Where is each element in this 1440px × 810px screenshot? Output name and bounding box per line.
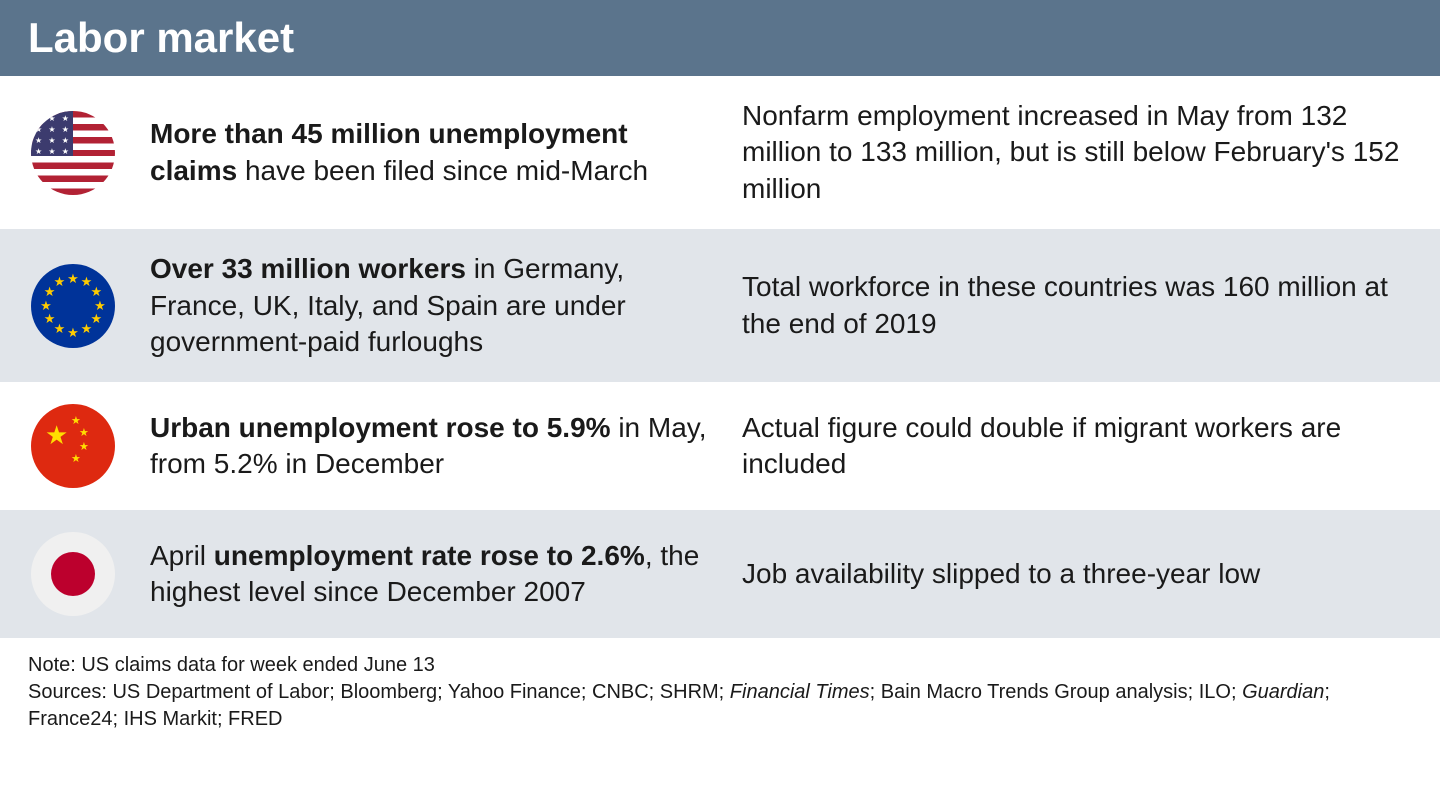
row-secondary-text: Nonfarm employment increased in May from…: [742, 98, 1412, 207]
china-flag-icon: ★ ★ ★ ★ ★: [31, 404, 115, 488]
bold-lead: unemployment rate rose to 2.6%: [214, 540, 645, 571]
note-line: Note: US claims data for week ended June…: [28, 652, 1412, 679]
row-secondary-text: Actual figure could double if migrant wo…: [742, 410, 1412, 483]
flag-cell: [28, 111, 118, 195]
row-cn: ★ ★ ★ ★ ★ Urban unemployment rose to 5.9…: [0, 382, 1440, 510]
row-us: More than 45 million unemployment claims…: [0, 76, 1440, 229]
us-flag-icon: [31, 111, 115, 195]
footer-notes: Note: US claims data for week ended June…: [0, 638, 1440, 743]
flag-cell: [28, 532, 118, 616]
flag-cell: ★ ★ ★ ★ ★: [28, 404, 118, 488]
bold-lead: Over 33 million workers: [150, 253, 466, 284]
row-primary-text: April unemployment rate rose to 2.6%, th…: [150, 538, 710, 611]
japan-flag-icon: [31, 532, 115, 616]
pre-text: April: [150, 540, 214, 571]
sources-line: Sources: US Department of Labor; Bloombe…: [28, 679, 1412, 733]
header-bar: Labor market: [0, 0, 1440, 76]
flag-cell: ★★★★★★★★★★★★: [28, 264, 118, 348]
row-jp: April unemployment rate rose to 2.6%, th…: [0, 510, 1440, 638]
eu-flag-icon: ★★★★★★★★★★★★: [31, 264, 115, 348]
page-title: Labor market: [28, 14, 1412, 62]
row-primary-text: More than 45 million unemployment claims…: [150, 116, 710, 189]
row-primary-text: Over 33 million workers in Germany, Fran…: [150, 251, 710, 360]
rest-text: have been filed since mid-March: [237, 155, 648, 186]
bold-lead: Urban unemployment rose to 5.9%: [150, 412, 611, 443]
row-eu: ★★★★★★★★★★★★ Over 33 million workers in …: [0, 229, 1440, 382]
row-secondary-text: Job availability slipped to a three-year…: [742, 556, 1412, 592]
row-secondary-text: Total workforce in these countries was 1…: [742, 269, 1412, 342]
row-primary-text: Urban unemployment rose to 5.9% in May, …: [150, 410, 710, 483]
rows-container: More than 45 million unemployment claims…: [0, 76, 1440, 638]
